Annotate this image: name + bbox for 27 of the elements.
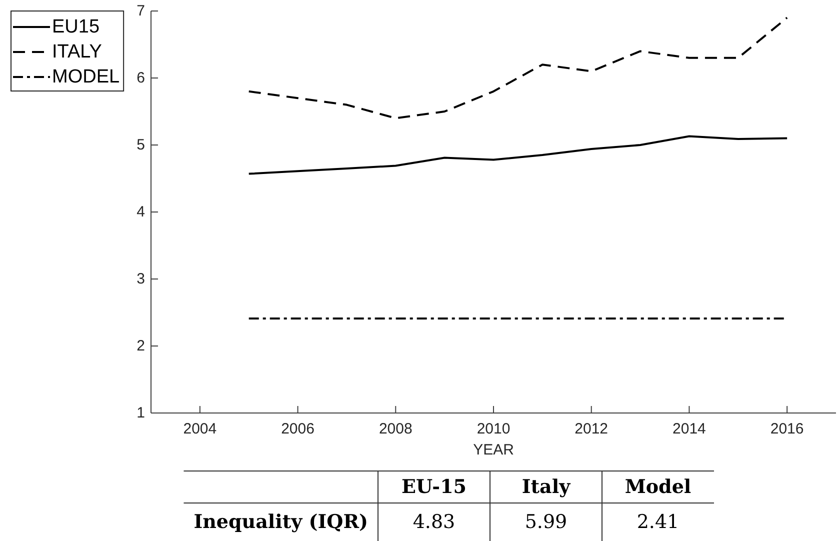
x-tick-label: 2012 bbox=[574, 420, 608, 438]
x-tick-label: 2016 bbox=[770, 420, 804, 438]
x-tick-label: 2014 bbox=[672, 420, 706, 438]
legend-label: EU15 bbox=[52, 16, 100, 38]
category-label: EU-15 bbox=[401, 476, 467, 498]
category-label: Inequality (IQR) bbox=[194, 511, 368, 533]
line-series bbox=[248, 16, 788, 120]
y-tick-label: 1 bbox=[136, 404, 145, 422]
legend-label: ITALY bbox=[52, 42, 102, 62]
data-label: 4.83 bbox=[412, 511, 456, 533]
category-label: Italy bbox=[522, 476, 572, 498]
x-tick-label: 2010 bbox=[476, 420, 510, 438]
category-label: Model bbox=[624, 476, 692, 498]
y-tick-label: 3 bbox=[136, 270, 145, 288]
x-tick-label: 2008 bbox=[378, 420, 412, 438]
y-tick-label: 5 bbox=[136, 136, 145, 154]
x-tick-label: 2004 bbox=[183, 420, 217, 438]
data-label: 2.41 bbox=[636, 511, 680, 533]
line-series bbox=[248, 135, 788, 175]
y-tick-label: 2 bbox=[136, 338, 145, 354]
y-tick-label: 6 bbox=[136, 70, 145, 86]
x-tick-label: 2006 bbox=[281, 420, 314, 438]
legend-label: MODEL bbox=[52, 66, 120, 88]
y-tick-label: 7 bbox=[136, 2, 145, 20]
data-label: 5.99 bbox=[524, 511, 568, 533]
x-axis-title: YEAR bbox=[473, 442, 514, 458]
y-tick-label: 4 bbox=[136, 204, 145, 220]
